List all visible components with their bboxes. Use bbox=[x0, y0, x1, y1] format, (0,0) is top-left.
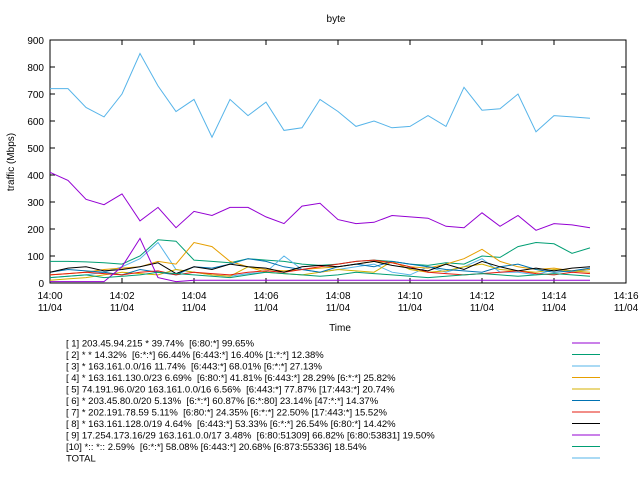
legend-label: [ 5] 74.191.96.0/20 163.161.0.0/16 6.56%… bbox=[66, 385, 395, 396]
y-tick-label: 400 bbox=[27, 171, 44, 182]
x-tick-label: 14:00 11/04 bbox=[37, 291, 62, 314]
x-tick-label: 14:12 11/04 bbox=[469, 291, 494, 314]
x-tick-label: 14:02 11/04 bbox=[109, 291, 134, 314]
y-axis-label: traffic (Mbps) bbox=[6, 133, 17, 191]
y-tick-label: 600 bbox=[27, 117, 44, 128]
y-tick-label: 300 bbox=[27, 198, 44, 209]
y-tick-label: 700 bbox=[27, 90, 44, 101]
y-tick-label: 100 bbox=[27, 252, 44, 263]
y-tick-label: 0 bbox=[38, 279, 44, 290]
legend-label: [ 9] 17.254.173.16/29 163.161.0.0/17 3.4… bbox=[66, 431, 435, 442]
y-tick-label: 900 bbox=[27, 36, 44, 47]
chart-title: byte bbox=[327, 14, 346, 25]
series-line bbox=[49, 260, 591, 275]
series-line bbox=[50, 52, 591, 139]
series-line bbox=[49, 259, 591, 276]
x-tick-label: 14:10 11/04 bbox=[397, 291, 422, 314]
x-tick-label: 14:04 11/04 bbox=[181, 291, 206, 314]
x-tick-label: 14:06 11/04 bbox=[253, 291, 278, 314]
y-tick-label: 500 bbox=[27, 144, 44, 155]
legend-label: [ 7] * 202.191.78.59 5.11% [6:80:*] 24.3… bbox=[66, 408, 388, 419]
legend-label: [ 8] * 163.161.128.0/19 4.64% [6:443:*] … bbox=[66, 419, 396, 430]
legend-label: [ 2] * * 14.32% [6:*:*] 66.44% [6:443:*]… bbox=[66, 350, 324, 361]
legend-label: [ 6] * 203.45.80.0/20 5.13% [6:*:*] 60.8… bbox=[66, 396, 379, 407]
series-line bbox=[49, 171, 591, 231]
legend-label: [ 4] * 163.161.130.0/23 6.69% [6:80:*] 4… bbox=[66, 373, 396, 384]
legend-label: [ 3] * 163.161.0.0/16 11.74% [6:443:*] 6… bbox=[66, 362, 323, 373]
legend-label: [ 1] 203.45.94.215 * 39.74% [6:80:*] 99.… bbox=[66, 339, 255, 350]
series-line bbox=[49, 271, 591, 279]
x-tick-label: 14:14 11/04 bbox=[541, 291, 566, 314]
series-line bbox=[50, 237, 590, 283]
y-tick-label: 800 bbox=[27, 63, 44, 74]
x-tick-label: 14:08 11/04 bbox=[325, 291, 350, 314]
x-tick-label: 14:16 11/04 bbox=[613, 291, 638, 314]
legend-label: TOTAL bbox=[66, 454, 96, 465]
legend-label: [10] *:: *:: 2.59% [6:*:*] 58.08% [6:443… bbox=[66, 442, 367, 453]
y-tick-label: 200 bbox=[27, 225, 44, 236]
x-axis-label: Time bbox=[329, 323, 351, 334]
